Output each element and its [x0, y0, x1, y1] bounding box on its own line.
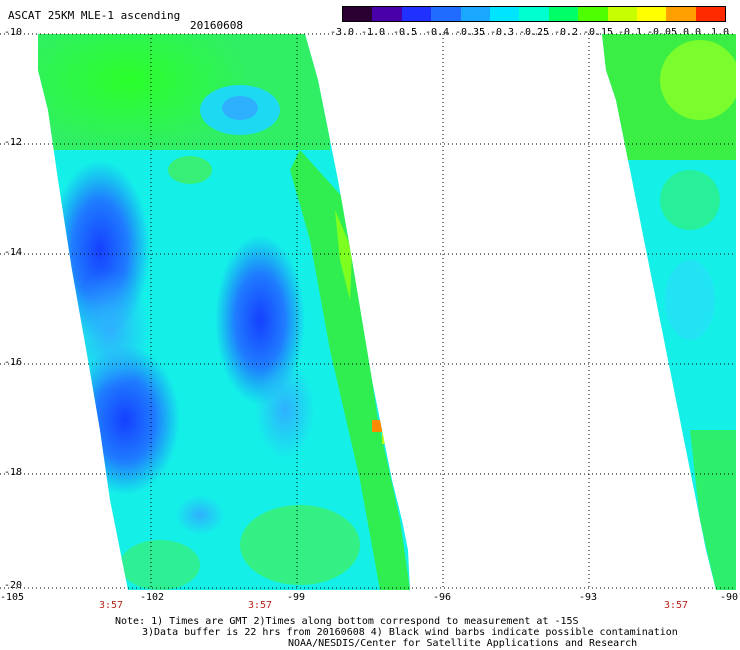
colorbar-segment [695, 7, 726, 21]
colorbar-label: -0.35 [454, 27, 486, 38]
colorbar-segment [578, 7, 608, 21]
pass-time: 3:57 [248, 600, 273, 611]
colorbar-label: -0.05 [646, 27, 678, 38]
colorbar-label: -0.4 [424, 27, 450, 38]
colorbar-label: 1.0 [710, 27, 730, 38]
colorbar-segment [519, 7, 549, 21]
colorbar-label: -0.1 [617, 27, 643, 38]
footnote-line-2: 3)Data buffer is 22 hrs from 20160608 4)… [142, 627, 678, 638]
y-tick: -12 [4, 137, 23, 148]
right-swath [602, 34, 736, 590]
graticule [0, 33, 736, 590]
chart-title: ASCAT 25KM MLE-1 ascending [8, 9, 181, 22]
colorbar-segment [607, 7, 637, 21]
colorbar-segment [489, 7, 520, 21]
footnote-line-1: Note: 1) Times are GMT 2)Times along bot… [115, 616, 579, 627]
colorbar-label: 0.0 [682, 27, 702, 38]
x-tick: -102 [140, 592, 165, 603]
pass-time: 3:57 [99, 600, 124, 611]
footnote-line-3: NOAA/NESDIS/Center for Satellite Applica… [288, 638, 638, 649]
colorbar-segment [401, 7, 432, 21]
y-tick: -14 [4, 247, 23, 258]
colorbar [342, 6, 726, 22]
chart-date: 20160608 [190, 19, 243, 32]
colorbar-label: -1.0 [360, 27, 386, 38]
x-tick: -99 [287, 592, 306, 603]
left-swath [38, 34, 410, 590]
colorbar-label: -0.25 [518, 27, 550, 38]
y-tick: -20 [4, 580, 23, 591]
x-tick: -90 [720, 592, 739, 603]
colorbar-label: -0.5 [392, 27, 418, 38]
colorbar-segment [666, 7, 696, 21]
colorbar-label: -0.2 [553, 27, 579, 38]
x-tick: -93 [579, 592, 598, 603]
y-tick: -10 [4, 27, 23, 38]
y-tick: -16 [4, 357, 23, 368]
colorbar-label: -0.3 [489, 27, 515, 38]
colorbar-segment [460, 7, 490, 21]
x-tick: -96 [433, 592, 452, 603]
x-tick: -105 [0, 592, 25, 603]
pass-time: 3:57 [664, 600, 689, 611]
colorbar-segment [372, 7, 402, 21]
y-tick: -18 [4, 467, 23, 478]
colorbar-segment [431, 7, 461, 21]
colorbar-segment [548, 7, 579, 21]
colorbar-segment [636, 7, 667, 21]
colorbar-label: -3.0 [329, 27, 355, 38]
colorbar-label: -0.15 [582, 27, 614, 38]
colorbar-segment [343, 7, 373, 21]
